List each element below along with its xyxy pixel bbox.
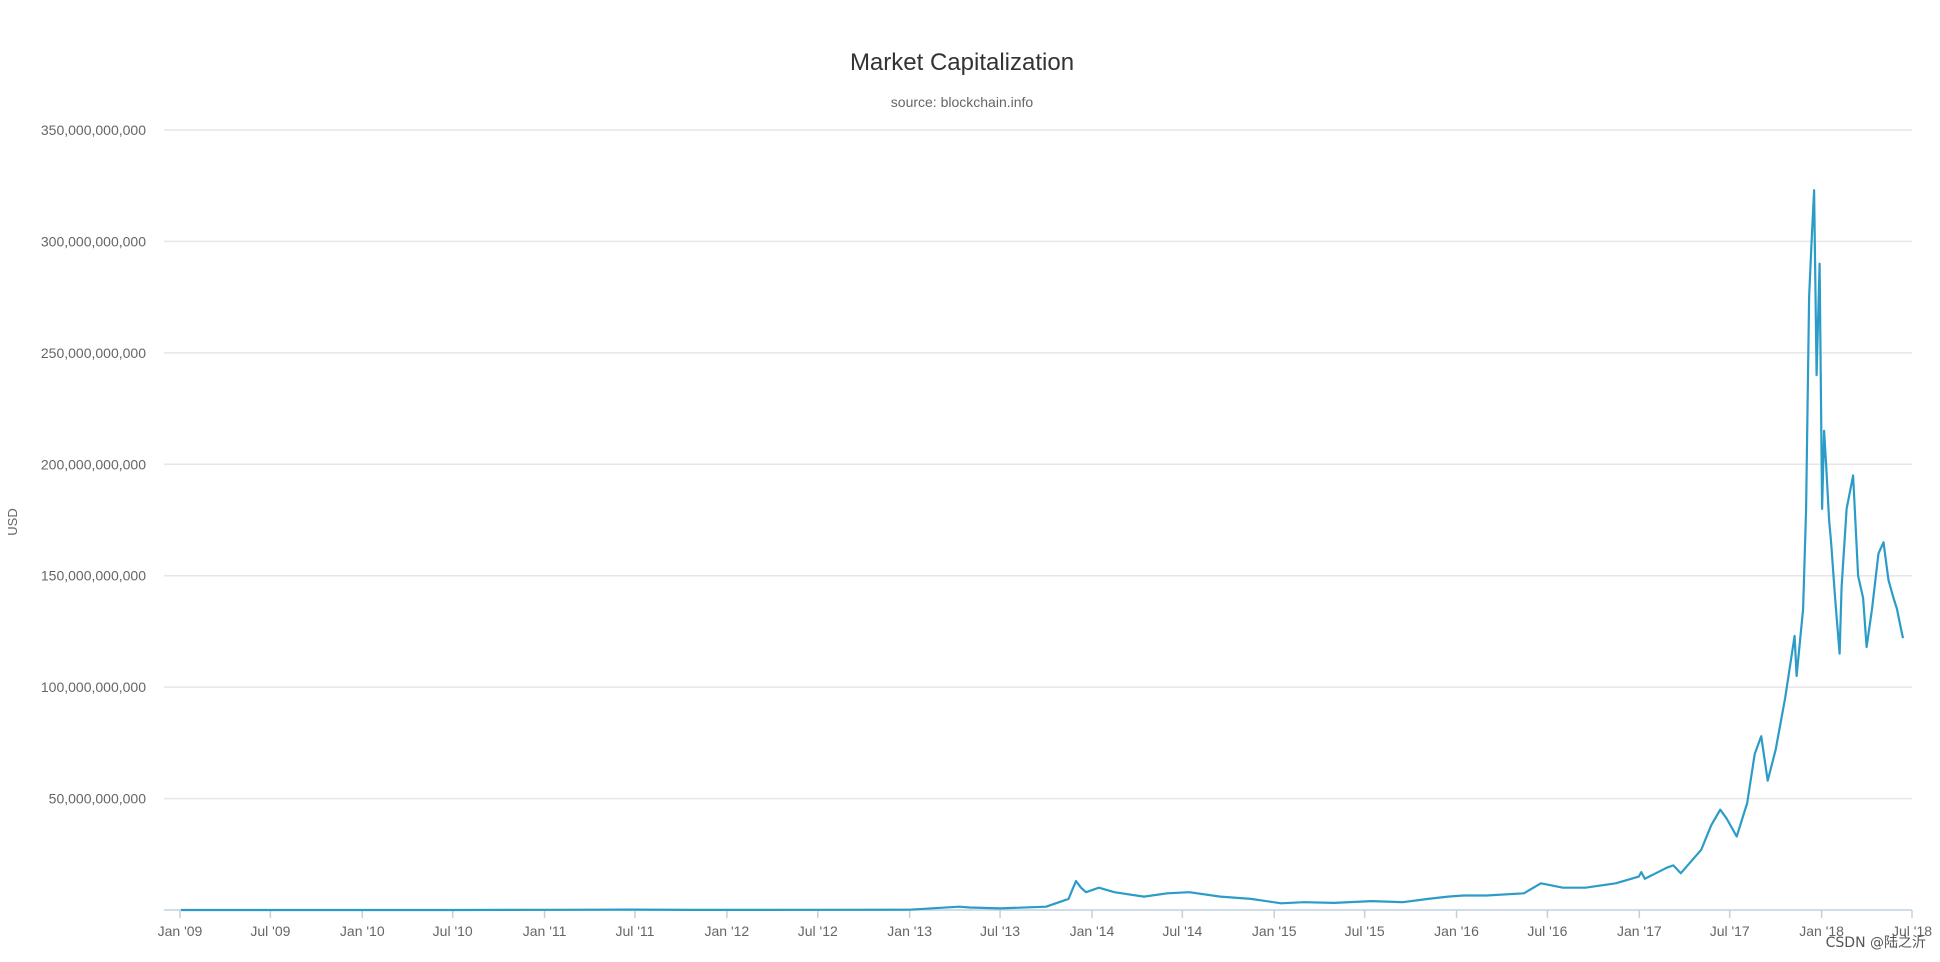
y-tick-label: 200,000,000,000 (41, 456, 146, 472)
x-tick-label: Jan '17 (1617, 923, 1662, 939)
y-tick-label: 50,000,000,000 (49, 791, 147, 807)
series-line (181, 189, 1905, 912)
chart-subtitle: source: blockchain.info (891, 94, 1034, 110)
x-tick-label: Jul '12 (798, 923, 838, 939)
x-tick-label: Jan '14 (1070, 923, 1115, 939)
x-axis-ticks: Jan '09 Jul '09 Jan '10 Jul '10 Jan '11 Jul '… (158, 910, 1932, 939)
y-axis-ticks: 50,000,000,000 100,000,000,000 150,000,000… (41, 122, 146, 807)
x-tick-label: Jul '10 (433, 923, 473, 939)
y-tick-label: 350,000,000,000 (41, 122, 146, 138)
x-tick-label: Jul '16 (1527, 923, 1567, 939)
x-tick-label: Jan '13 (887, 923, 932, 939)
x-tick-label: Jan '15 (1252, 923, 1297, 939)
x-tick-label: Jul '09 (250, 923, 290, 939)
x-tick-label: Jul '18 (1892, 923, 1932, 939)
y-tick-label: 250,000,000,000 (41, 345, 146, 361)
y-tick-label: 300,000,000,000 (41, 233, 146, 249)
series-layer (181, 189, 1905, 912)
y-axis-title: USD (5, 508, 20, 535)
y-tick-label: 100,000,000,000 (41, 679, 146, 695)
x-tick-label: Jan '12 (705, 923, 750, 939)
x-tick-label: Jan '11 (523, 923, 567, 939)
x-tick-label: Jan '10 (340, 923, 385, 939)
y-tick-label: 150,000,000,000 (41, 568, 146, 584)
x-tick-label: Jul '17 (1710, 923, 1750, 939)
grid-lines (164, 129, 1912, 911)
x-tick-label: Jan '09 (158, 923, 203, 939)
watermark: CSDN @陆之沂 (1825, 935, 1926, 951)
x-tick-label: Jul '14 (1162, 923, 1202, 939)
x-tick-label: Jan '18 (1799, 923, 1844, 939)
x-tick-label: Jan '16 (1434, 923, 1479, 939)
chart-title: Market Capitalization (850, 49, 1074, 76)
x-tick-label: Jul '11 (615, 923, 654, 939)
x-tick-label: Jul '15 (1345, 923, 1385, 939)
x-tick-label: Jul '13 (980, 923, 1020, 939)
